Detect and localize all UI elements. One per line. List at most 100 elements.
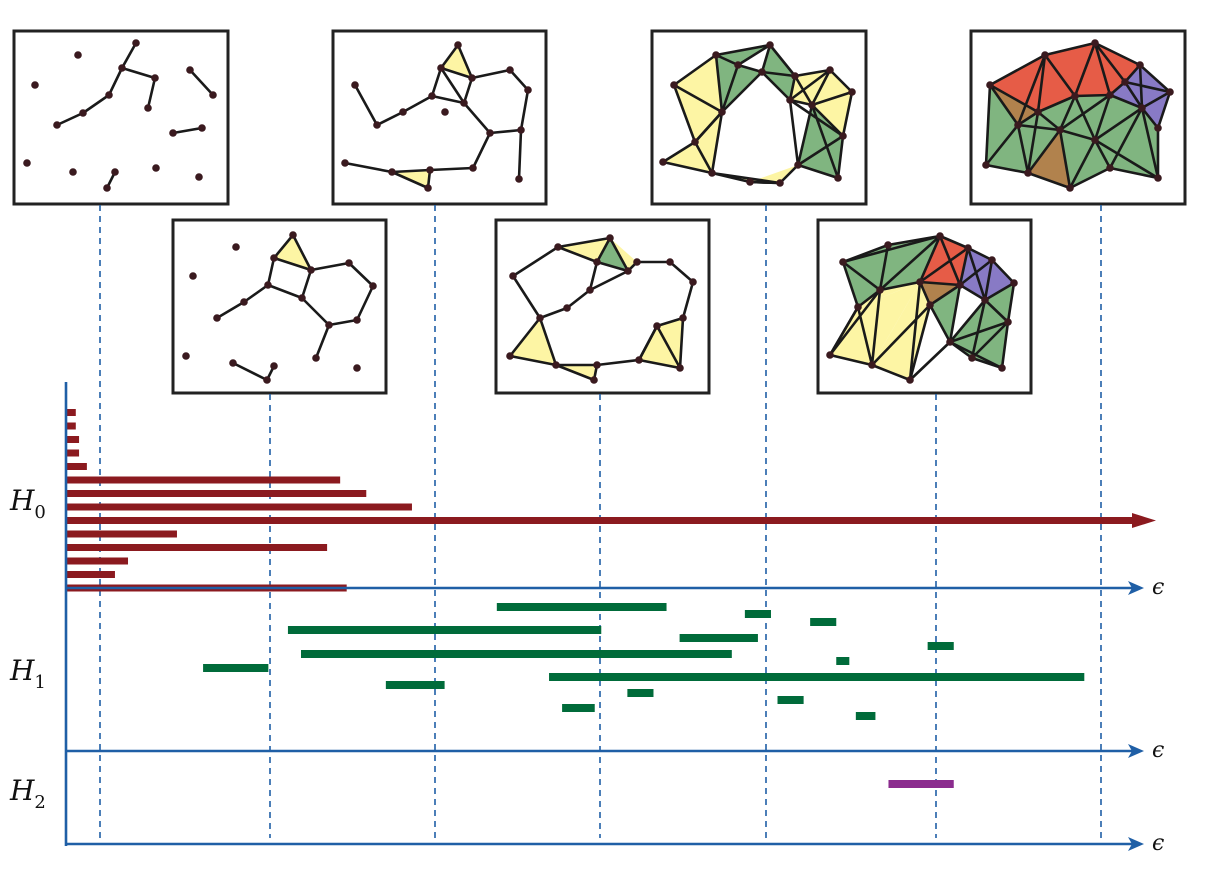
vertex (1154, 124, 1162, 132)
complex-panel-3 (331, 29, 548, 206)
edge (1026, 128, 1062, 175)
vertex (563, 304, 571, 312)
edge (988, 83, 1020, 127)
edge (870, 303, 932, 367)
h1-label: H1 (9, 654, 46, 693)
vertex (766, 41, 774, 49)
edge (748, 180, 782, 185)
edge (714, 53, 740, 67)
edge (300, 268, 313, 300)
edge (788, 74, 797, 102)
edge (314, 323, 331, 360)
epsilon-axis-arrow (1128, 744, 1144, 758)
h1-bar (549, 673, 1085, 681)
vertex (876, 286, 884, 294)
edge (870, 288, 882, 367)
edge (1016, 110, 1040, 127)
edge (595, 236, 612, 264)
edge (517, 128, 523, 181)
vertex (424, 184, 432, 192)
edge (231, 361, 269, 382)
edge (347, 261, 375, 288)
vertex (53, 121, 61, 129)
yellow-simplex (674, 55, 722, 112)
edge (918, 280, 932, 307)
vertex (468, 74, 476, 82)
edge (988, 83, 1040, 114)
h1-bar (744, 610, 771, 618)
edge (672, 83, 697, 144)
vertex (964, 244, 972, 252)
edge (1026, 171, 1072, 190)
edge (918, 246, 970, 284)
h1-bar (496, 603, 667, 611)
vertex (679, 314, 687, 322)
vertex (884, 241, 892, 249)
edge (107, 66, 124, 97)
vertex (31, 81, 39, 89)
vertex (79, 109, 87, 117)
vertex (298, 294, 306, 302)
vertex (1106, 91, 1114, 99)
edge (966, 246, 994, 262)
edge (637, 358, 682, 370)
vertex (689, 278, 697, 286)
edge (327, 318, 359, 327)
complex-panel-6 (816, 218, 1033, 395)
h0-bar (66, 449, 80, 457)
yellow-simplex (872, 282, 930, 365)
filtration-guides (99, 205, 1102, 838)
edge (958, 246, 970, 287)
vertex (916, 278, 924, 286)
panel-frame (331, 29, 548, 206)
yellow-simplex (795, 70, 830, 105)
vertex (232, 243, 240, 251)
edge (878, 234, 942, 292)
edge (928, 303, 952, 344)
vertex (1121, 78, 1129, 86)
vertex (1136, 61, 1144, 69)
edge (693, 110, 724, 144)
edge (983, 281, 1016, 302)
edge (1036, 110, 1062, 132)
vertex (653, 322, 661, 330)
vertex (586, 286, 594, 294)
vertex (270, 254, 278, 262)
edge (595, 260, 630, 273)
vertex (103, 184, 111, 192)
purple-simplex (1142, 92, 1170, 128)
red-simplex (920, 236, 960, 285)
edge (983, 258, 994, 302)
vertex (441, 108, 449, 116)
vertex (454, 41, 462, 49)
edge (1073, 94, 1097, 142)
h0-label: H0 (9, 484, 46, 523)
vertex (1091, 39, 1099, 47)
edge (736, 43, 772, 67)
vertex (986, 81, 994, 89)
edge (1073, 93, 1112, 98)
edge (1093, 106, 1144, 142)
edge (1108, 166, 1160, 180)
edge (1093, 93, 1112, 142)
edge (471, 131, 492, 170)
edge (714, 53, 724, 114)
h0-bar (66, 409, 76, 416)
edge (430, 94, 466, 105)
edge (990, 258, 1016, 285)
vertex (229, 359, 237, 367)
edge (595, 358, 641, 367)
edge (810, 90, 854, 107)
h1-bar (287, 626, 602, 634)
vertex (593, 258, 601, 266)
complex-panels (12, 29, 1187, 395)
yellow-simplex (750, 165, 798, 183)
edge (984, 83, 992, 167)
vertex (808, 101, 816, 109)
edge (291, 233, 313, 272)
edge (828, 353, 874, 367)
vertex (23, 159, 31, 167)
edge (760, 70, 797, 78)
vertex (198, 124, 206, 132)
vertex (325, 321, 333, 329)
